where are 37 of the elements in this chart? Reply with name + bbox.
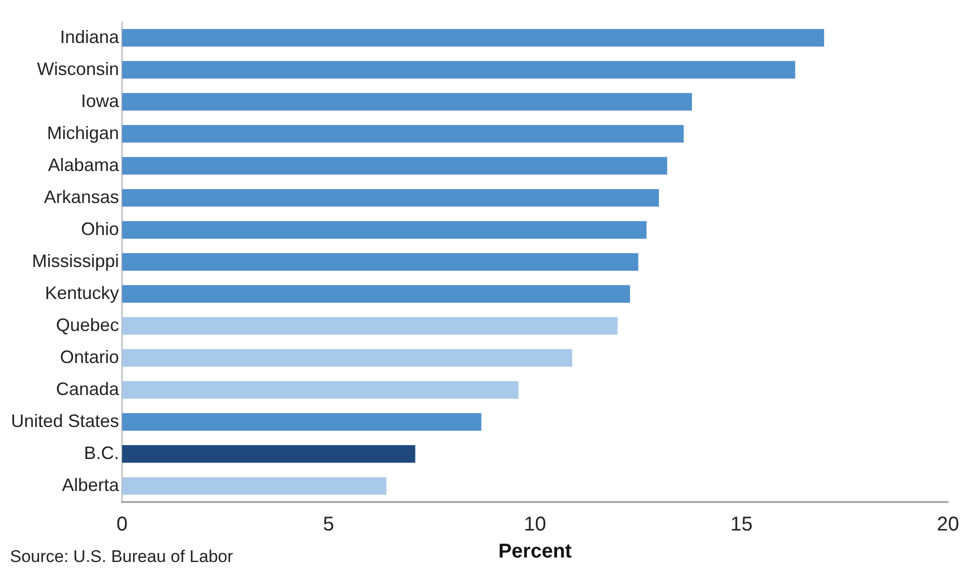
y-tick-label: Indiana xyxy=(60,26,120,47)
bar xyxy=(122,253,638,271)
bar xyxy=(122,93,692,111)
bar xyxy=(122,349,572,367)
y-tick-label: Mississippi xyxy=(32,250,120,271)
y-tick-label: Arkansas xyxy=(44,186,120,207)
bar xyxy=(122,317,618,335)
y-tick-label: Wisconsin xyxy=(37,58,120,79)
y-tick-label: Alabama xyxy=(48,154,120,175)
bar xyxy=(122,189,659,207)
y-tick-label: Ohio xyxy=(81,218,120,239)
x-axis-title: Percent xyxy=(498,540,572,563)
bar xyxy=(122,61,796,79)
y-tick-label: Kentucky xyxy=(45,282,120,303)
y-tick-label: Michigan xyxy=(47,122,120,143)
bar xyxy=(122,445,416,463)
bar xyxy=(122,381,519,399)
bar xyxy=(122,29,824,47)
x-tick-label: 0 xyxy=(116,514,128,536)
y-tick-label: Canada xyxy=(56,378,120,399)
source-note: Source: U.S. Bureau of Labor xyxy=(10,547,234,566)
x-tick-label: 20 xyxy=(936,514,960,536)
y-tick-label: United States xyxy=(11,410,120,431)
y-tick-label: Alberta xyxy=(62,474,120,495)
bar xyxy=(122,477,386,495)
y-tick-label: Ontario xyxy=(60,346,120,367)
bar xyxy=(122,285,630,303)
bar xyxy=(122,125,684,143)
bar xyxy=(122,221,647,239)
x-tick-label: 5 xyxy=(322,514,334,536)
bar xyxy=(122,413,482,431)
y-tick-label: Iowa xyxy=(81,90,120,111)
x-tick-label: 10 xyxy=(524,514,546,536)
y-tick-label: Quebec xyxy=(56,314,120,335)
bar xyxy=(122,157,668,175)
y-tick-label: B.C. xyxy=(84,442,120,463)
x-tick-label: 15 xyxy=(730,514,753,536)
